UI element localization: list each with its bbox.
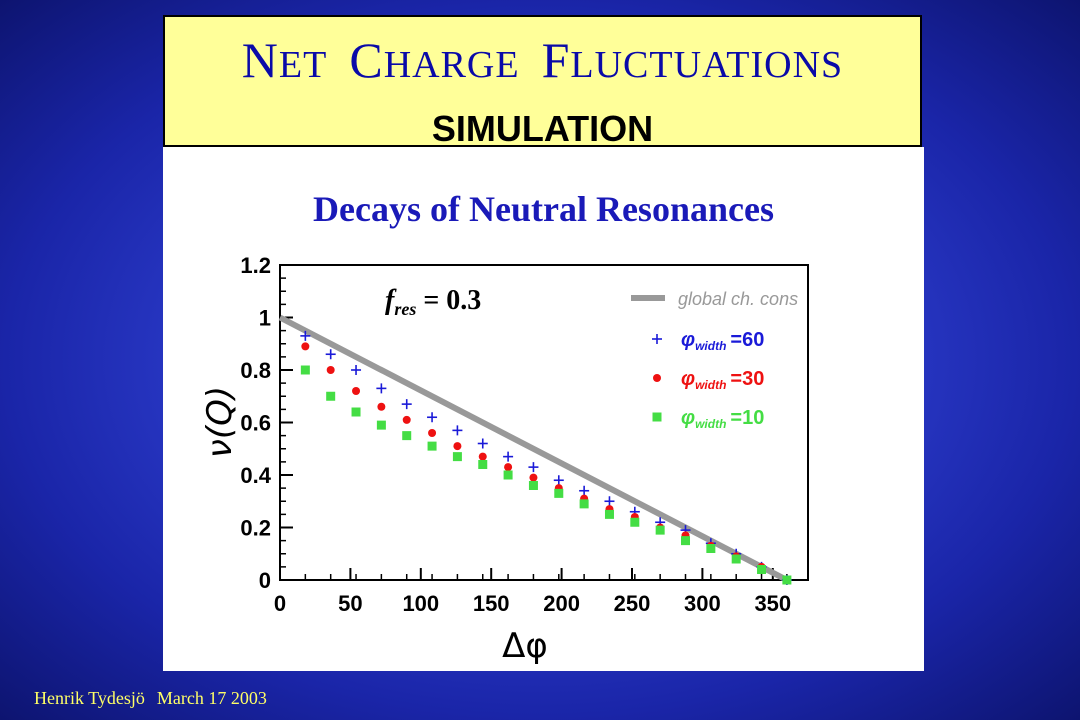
plot-frame (279, 264, 809, 581)
x-tick-label: 250 (614, 591, 651, 616)
data-point-plus (553, 475, 564, 486)
data-point-square (782, 575, 792, 585)
data-point-plus (376, 383, 387, 394)
x-tick-label: 150 (473, 591, 510, 616)
data-point-circle (529, 473, 538, 482)
data-point-circle (377, 402, 386, 411)
data-point-circle (402, 415, 411, 424)
data-point-square (427, 441, 437, 451)
footer: Henrik Tydesjö March 17 2003 (34, 688, 267, 709)
x-tick-label: 0 (274, 591, 286, 616)
data-point-circle (352, 387, 361, 395)
y-tick-label: 0.8 (240, 358, 271, 383)
data-point-plus (503, 451, 514, 462)
y-tick-label: 0.4 (240, 463, 271, 488)
data-point-plus (325, 349, 336, 360)
data-point-square (478, 460, 488, 469)
data-point-plus (351, 365, 362, 375)
chart-title: Decays of Neutral Resonances (313, 189, 774, 229)
slide-subtitle: SIMULATION (431, 108, 654, 149)
x-axis-label: Δφ (502, 626, 548, 666)
data-point-square (604, 509, 614, 519)
slide-title: NET CHARGE FLUCTUATIONS (165, 33, 920, 92)
data-point-square (503, 470, 513, 480)
data-point-square (655, 525, 665, 535)
y-tick-label: 0.2 (240, 516, 271, 541)
footer-date: March 17 2003 (156, 688, 267, 708)
y-tick-label: 0.6 (240, 411, 271, 436)
legend-marker-plus (652, 334, 662, 344)
data-point-plus (528, 462, 539, 473)
data-point-square (579, 499, 589, 509)
data-point-plus (477, 438, 488, 449)
footer-author: Henrik Tydesjö (34, 688, 145, 708)
global-charge-line (278, 314, 789, 583)
data-point-circle (301, 342, 310, 351)
x-tick-label: 100 (402, 591, 439, 616)
legend-label-global: global ch. cons (678, 289, 798, 309)
data-point-square (731, 554, 741, 564)
legend-label: φwidth =10 (681, 407, 764, 431)
data-point-square (528, 481, 538, 490)
content-panel: Decays of Neutral Resonances 0 50 100 150 20… (163, 147, 924, 671)
data-point-square (351, 407, 361, 417)
data-point-square (452, 452, 462, 462)
x-tick-label: 300 (684, 591, 721, 616)
y-tick-label: 1.2 (240, 253, 271, 278)
data-point-plus (604, 496, 615, 507)
data-point-circle (478, 452, 487, 461)
x-tick-label: 350 (754, 591, 791, 616)
data-point-plus (300, 330, 311, 341)
fres-annotation: fres = 0.3 (385, 285, 481, 319)
data-point-square (706, 544, 716, 553)
data-point-square (681, 536, 691, 546)
title-letter-c: C (349, 32, 384, 88)
data-point-square (554, 488, 564, 498)
data-point-square (300, 365, 310, 375)
legend-label: φwidth =30 (681, 368, 764, 392)
title-part-harge: HARGE (383, 44, 520, 86)
data-point-circle (453, 442, 462, 451)
legend-marker-circle (653, 374, 661, 382)
data-point-circle (504, 463, 513, 472)
legend-marker-square (652, 412, 662, 422)
y-axis-label: ν(Q) (200, 386, 240, 458)
legend-label: φwidth =60 (681, 329, 764, 353)
data-point-plus (452, 425, 463, 436)
data-point-square (630, 517, 640, 527)
data-point-square (757, 565, 767, 574)
data-point-plus (401, 399, 412, 410)
data-point-square (326, 391, 336, 401)
title-letter-n: N (241, 32, 279, 88)
x-tick-label: 50 (338, 591, 362, 616)
y-tick-label: 1 (259, 306, 271, 331)
title-letter-f: F (541, 32, 571, 88)
data-point-plus (579, 485, 590, 496)
y-tick-label: 0 (259, 568, 271, 593)
chart: 0 50 100 150 200 250 300 350 0 0.2 0.4 0.6 0.8 1 1.2 Δφ… (200, 253, 809, 666)
title-part-luctuations: LUCTUATIONS (570, 44, 844, 86)
legend: global ch. cons φwidth =60 φwidth =30 φwidth =… (631, 289, 798, 431)
title-box: NET CHARGE FLUCTUATIONS SIMULATION (163, 15, 922, 149)
data-point-circle (428, 429, 437, 437)
data-point-square (402, 431, 412, 441)
data-point-square (376, 420, 386, 430)
data-point-circle (326, 366, 335, 374)
data-point-plus (427, 412, 438, 423)
x-tick-label: 200 (543, 591, 580, 616)
title-part-et: ET (278, 44, 328, 86)
